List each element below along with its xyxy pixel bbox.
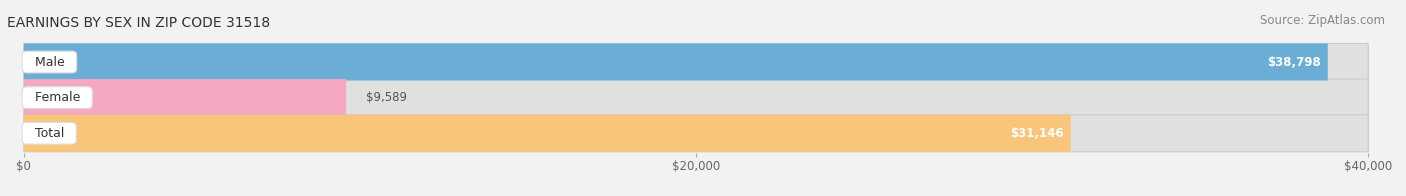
Text: Male: Male bbox=[27, 55, 72, 69]
FancyBboxPatch shape bbox=[24, 79, 1368, 116]
Text: Total: Total bbox=[27, 127, 72, 140]
Text: Source: ZipAtlas.com: Source: ZipAtlas.com bbox=[1260, 14, 1385, 27]
FancyBboxPatch shape bbox=[24, 44, 1368, 81]
Text: EARNINGS BY SEX IN ZIP CODE 31518: EARNINGS BY SEX IN ZIP CODE 31518 bbox=[7, 16, 270, 30]
FancyBboxPatch shape bbox=[24, 115, 1070, 152]
FancyBboxPatch shape bbox=[24, 44, 1327, 81]
Text: Female: Female bbox=[27, 91, 89, 104]
Text: $31,146: $31,146 bbox=[1010, 127, 1064, 140]
FancyBboxPatch shape bbox=[24, 79, 346, 116]
Text: $38,798: $38,798 bbox=[1267, 55, 1322, 69]
Text: $9,589: $9,589 bbox=[366, 91, 408, 104]
FancyBboxPatch shape bbox=[24, 115, 1368, 152]
